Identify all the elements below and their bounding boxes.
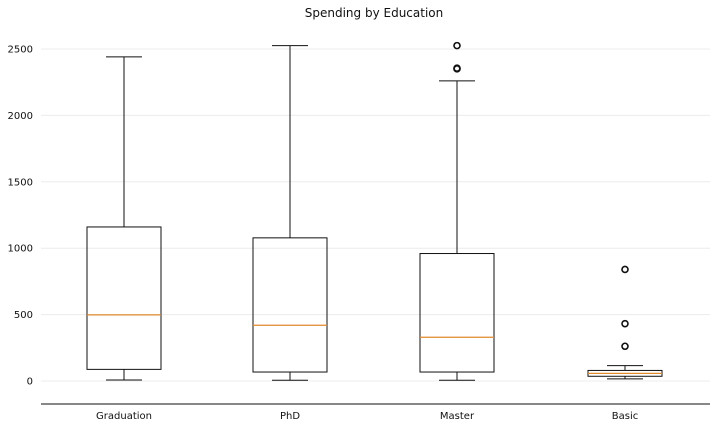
y-tick-label: 1000 — [8, 244, 33, 255]
y-tick-label: 2000 — [8, 111, 33, 122]
y-tick-label: 2500 — [8, 44, 33, 55]
box-group-phd — [252, 45, 328, 381]
chart-title: Spending by Education — [305, 6, 444, 20]
box-group-master — [419, 41, 495, 381]
x-tick-label: Basic — [612, 411, 638, 422]
y-tick-label: 1500 — [8, 177, 33, 188]
y-tick-label: 0 — [27, 377, 33, 388]
box-rect — [419, 253, 495, 373]
box-rect — [252, 237, 328, 373]
box-rect — [86, 226, 162, 370]
box-group-basic — [587, 265, 663, 380]
x-tick-label: Master — [440, 411, 475, 422]
outlier-point — [453, 41, 461, 50]
box-group-graduation — [86, 56, 162, 381]
x-tick-label: Graduation — [96, 411, 152, 422]
y-tick-label: 500 — [14, 310, 33, 321]
outlier-point — [621, 342, 629, 351]
outlier-point — [621, 319, 629, 328]
x-tick-label: PhD — [280, 411, 300, 422]
outlier-point — [453, 64, 461, 73]
outlier-point — [621, 265, 629, 274]
